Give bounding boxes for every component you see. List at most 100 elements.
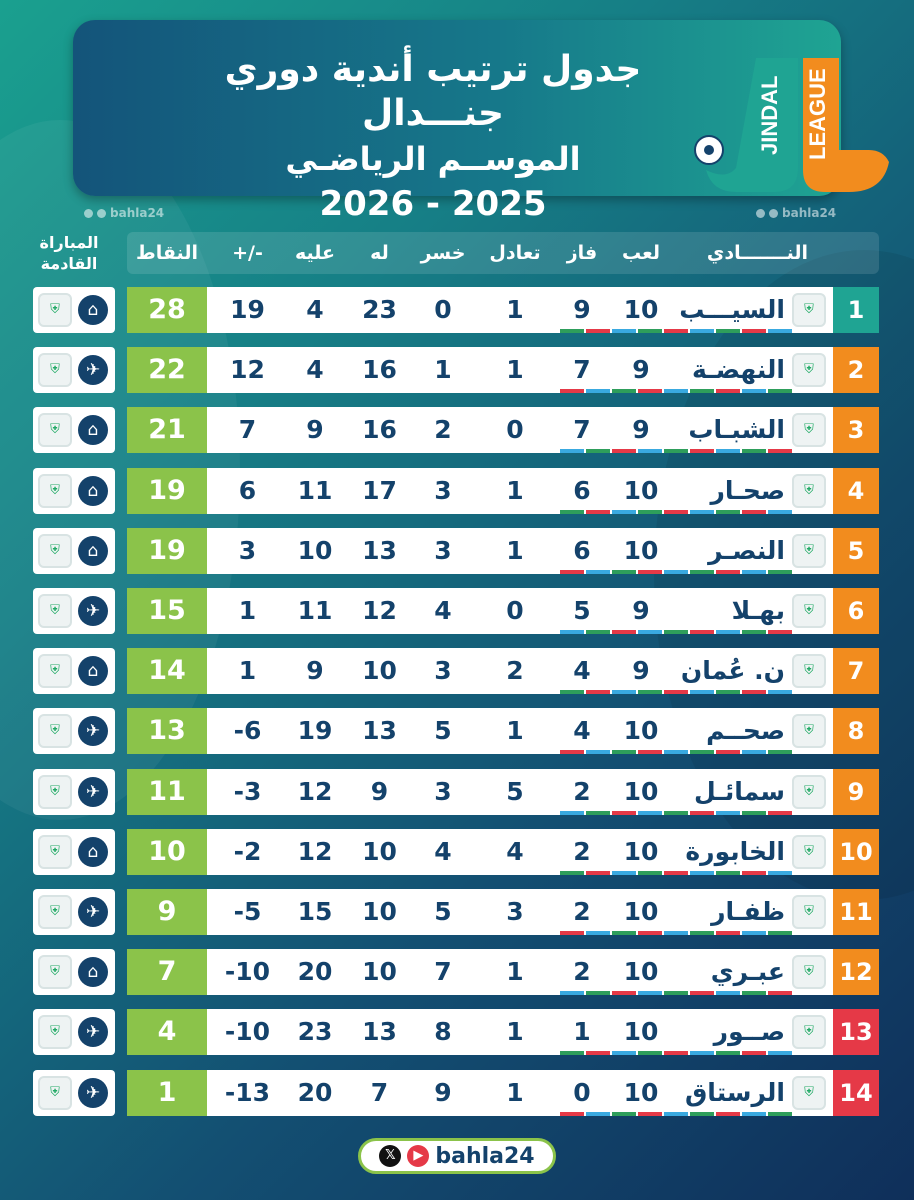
form-indicator <box>664 389 688 394</box>
header-drawn: تعادل <box>489 242 541 264</box>
cell-rank: 10 <box>833 828 879 875</box>
cell-played: 10 <box>623 295 659 324</box>
form-indicator <box>664 810 688 815</box>
home-icon: ⌂ <box>78 957 108 988</box>
cell-lost: 4 <box>434 596 452 625</box>
cell-diff: 6 <box>238 475 257 505</box>
cell-points: 22 <box>127 347 207 394</box>
cell-played: 9 <box>632 355 650 385</box>
header-lost: خسر <box>420 242 466 264</box>
row-card <box>127 347 833 394</box>
table-row: ⛨ ⌂ 19 6 11 17 3 1 6 10 صحـار ⛨ 4 <box>0 467 914 514</box>
cell-team-name: سمائـل <box>694 776 785 806</box>
cell-rank: 12 <box>833 949 879 996</box>
cell-won: 4 <box>573 656 591 686</box>
header-points: النقاط <box>136 242 198 264</box>
form-indicator <box>586 931 610 935</box>
form-indicator <box>664 690 688 695</box>
cell-diff: 1 <box>238 596 257 625</box>
table-row: ⛨ ✈ 22 12 4 16 1 1 7 9 النهضـة ⛨ 2 <box>0 347 914 394</box>
form-indicator <box>560 1051 584 1056</box>
cell-points: 19 <box>127 467 207 514</box>
form-indicator <box>664 1051 688 1056</box>
footer-social-badge[interactable]: 𝕏 ▶ bahla24 <box>358 1138 556 1174</box>
header-goals-for: له <box>370 242 389 264</box>
cell-team-name: الخابورة <box>685 836 785 866</box>
cell-points: 19 <box>127 527 207 574</box>
form-indicator <box>690 329 714 333</box>
cell-team-name: الشبـاب <box>688 415 785 445</box>
cell-lost: 5 <box>434 716 452 746</box>
cell-goals-against: 23 <box>297 1017 333 1047</box>
cell-drawn: 0 <box>506 415 524 445</box>
watermark-right: bahla24 <box>756 206 836 220</box>
cell-goals-for: 17 <box>362 475 397 505</box>
row-card <box>127 467 833 514</box>
form-indicator <box>664 449 688 454</box>
season-label: 2026 - 2025 <box>319 184 547 224</box>
table-row: ⛨ ⌂ 10 -2 12 10 4 4 2 10 الخابورة ⛨ 10 <box>0 828 914 875</box>
cell-diff: -10 <box>224 1017 271 1047</box>
cell-rank: 6 <box>833 588 879 634</box>
cell-goals-for: 9 <box>370 776 389 806</box>
cell-won: 0 <box>573 1077 591 1107</box>
form-indicator <box>586 1051 610 1056</box>
cell-lost: 2 <box>434 415 452 445</box>
cell-lost: 9 <box>434 1077 452 1107</box>
cell-drawn: 4 <box>506 836 524 866</box>
cell-lost: 3 <box>434 535 452 565</box>
cell-diff: 1 <box>238 656 257 686</box>
cell-rank: 13 <box>833 1009 879 1056</box>
cell-won: 7 <box>573 415 591 445</box>
row-card <box>127 889 833 935</box>
cell-won: 2 <box>573 776 591 806</box>
cell-team-name: عبـري <box>710 957 785 987</box>
opponent-badge-icon: ⛨ <box>38 834 72 869</box>
cell-lost: 0 <box>434 295 452 324</box>
cell-drawn: 0 <box>506 596 524 625</box>
table-row: ⛨ ✈ 4 -10 23 13 8 1 1 10 صــور ⛨ 13 <box>0 1009 914 1056</box>
cell-played: 10 <box>623 897 659 926</box>
form-indicator <box>690 449 714 454</box>
opponent-badge-icon: ⛨ <box>38 594 72 628</box>
table-row: ⛨ ✈ 11 -3 12 9 3 5 2 10 سمائـل ⛨ 9 <box>0 768 914 815</box>
header-club: النـــــــادي <box>706 242 809 264</box>
form-indicator <box>638 931 662 935</box>
form-indicator <box>742 991 766 996</box>
form-indicator <box>716 449 740 454</box>
cell-goals-against: 9 <box>306 656 324 686</box>
cell-lost: 5 <box>434 897 452 926</box>
header-next-match: المباراة القادمة <box>39 233 99 273</box>
form-indicator <box>638 329 662 333</box>
form-indicator <box>612 931 636 935</box>
form-indicator <box>690 389 714 394</box>
table-row: ⛨ ✈ 15 1 11 12 4 0 5 9 بهـلا ⛨ 6 <box>0 588 914 634</box>
cell-diff: -6 <box>233 716 262 746</box>
form-indicator <box>586 810 610 815</box>
logo-text-jindal: JINDAL <box>757 76 782 155</box>
form-indicator <box>612 750 636 755</box>
cell-points: 13 <box>127 708 207 755</box>
team-logo-icon: ⛨ <box>792 714 826 749</box>
youtube-icon: ▶ <box>407 1145 430 1167</box>
form-indicator <box>716 1051 740 1056</box>
form-indicator <box>768 690 792 695</box>
form-indicator <box>690 630 714 634</box>
home-icon: ⌂ <box>78 535 108 566</box>
cell-diff: -2 <box>233 836 262 866</box>
form-indicator <box>742 810 766 815</box>
cell-goals-against: 4 <box>306 355 324 385</box>
cell-drawn: 1 <box>506 957 524 987</box>
form-indicator <box>586 449 610 454</box>
form-indicator <box>742 690 766 695</box>
cell-lost: 4 <box>434 836 452 866</box>
form-indicator <box>664 750 688 755</box>
cell-team-name: صحـار <box>710 475 786 505</box>
form-indicator <box>612 630 636 634</box>
row-card <box>127 287 833 333</box>
cell-drawn: 5 <box>506 776 524 806</box>
form-indicator <box>690 750 714 755</box>
form-indicator <box>586 329 610 333</box>
cell-goals-against: 19 <box>297 716 333 746</box>
plane-icon: ✈ <box>78 596 108 626</box>
